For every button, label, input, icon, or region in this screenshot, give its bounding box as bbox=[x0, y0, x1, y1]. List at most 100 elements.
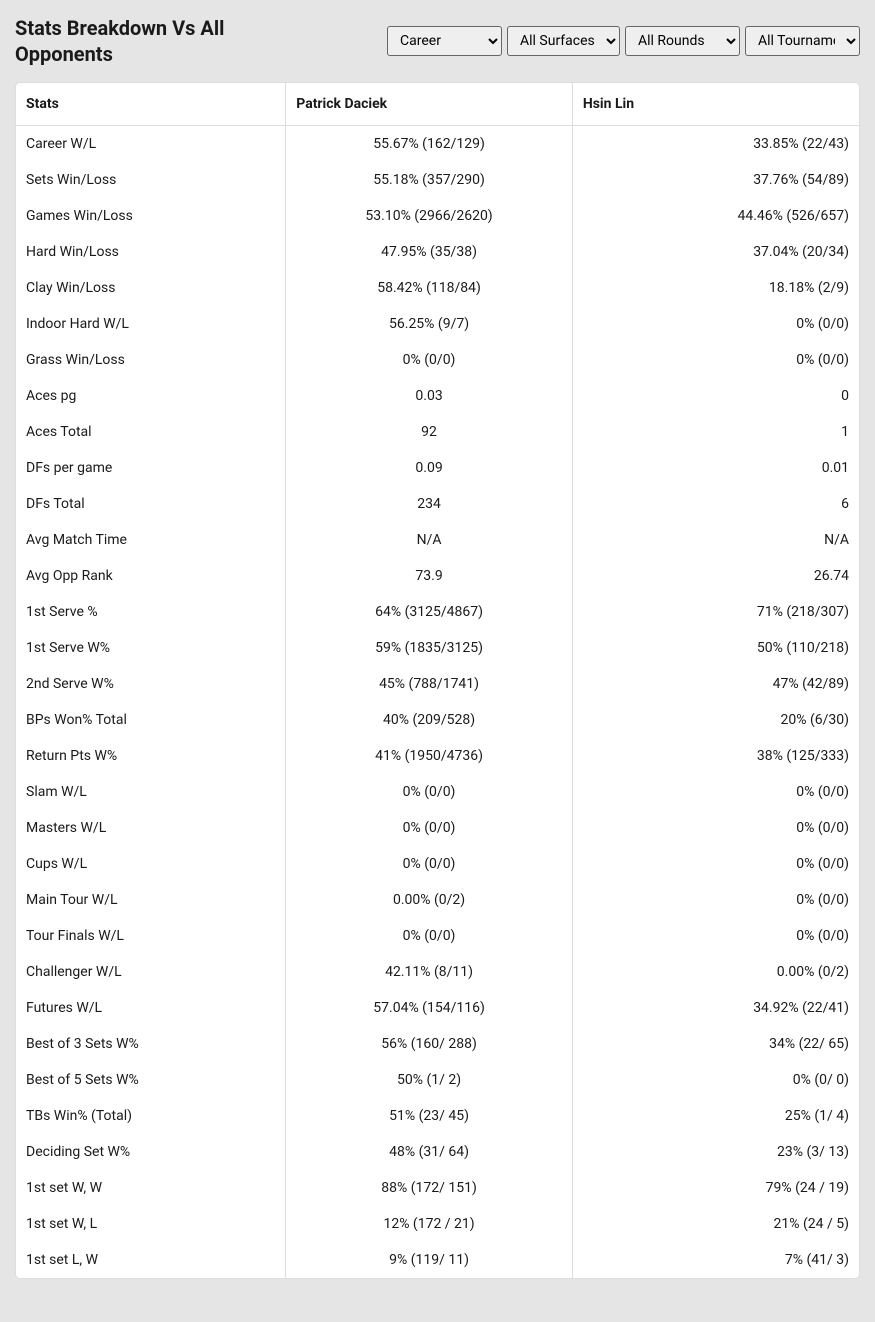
table-row: Cups W/L0% (0/0)0% (0/0) bbox=[16, 846, 859, 882]
stat-player1-cell: 0% (0/0) bbox=[286, 774, 573, 810]
stat-player1-cell: 64% (3125/4867) bbox=[286, 594, 573, 630]
stat-name-cell: Masters W/L bbox=[16, 810, 286, 846]
stat-player1-cell: 47.95% (35/38) bbox=[286, 234, 573, 270]
stat-name-cell: Cups W/L bbox=[16, 846, 286, 882]
table-row: 1st set W, W88% (172/ 151)79% (24 / 19) bbox=[16, 1170, 859, 1206]
stat-player1-cell: 53.10% (2966/2620) bbox=[286, 198, 573, 234]
stat-player2-cell: 1 bbox=[572, 414, 859, 450]
stat-player1-cell: 40% (209/528) bbox=[286, 702, 573, 738]
stat-player1-cell: 55.67% (162/129) bbox=[286, 126, 573, 163]
stat-name-cell: Main Tour W/L bbox=[16, 882, 286, 918]
table-row: Deciding Set W%48% (31/ 64)23% (3/ 13) bbox=[16, 1134, 859, 1170]
stat-player1-cell: 92 bbox=[286, 414, 573, 450]
table-row: Return Pts W%41% (1950/4736)38% (125/333… bbox=[16, 738, 859, 774]
stat-player2-cell: 20% (6/30) bbox=[572, 702, 859, 738]
stat-player2-cell: 6 bbox=[572, 486, 859, 522]
column-header-player2: Hsin Lin bbox=[572, 83, 859, 126]
table-row: Indoor Hard W/L56.25% (9/7)0% (0/0) bbox=[16, 306, 859, 342]
stat-name-cell: Aces Total bbox=[16, 414, 286, 450]
stat-name-cell: Return Pts W% bbox=[16, 738, 286, 774]
table-row: Tour Finals W/L0% (0/0)0% (0/0) bbox=[16, 918, 859, 954]
table-header-row: Stats Patrick Daciek Hsin Lin bbox=[16, 83, 859, 126]
stat-player1-cell: 0% (0/0) bbox=[286, 810, 573, 846]
page-header: Stats Breakdown Vs All Opponents Career … bbox=[0, 0, 875, 82]
stat-player1-cell: 12% (172 / 21) bbox=[286, 1206, 573, 1242]
stat-player2-cell: 0% (0/0) bbox=[572, 342, 859, 378]
table-row: Challenger W/L42.11% (8/11)0.00% (0/2) bbox=[16, 954, 859, 990]
stat-player2-cell: 50% (110/218) bbox=[572, 630, 859, 666]
table-row: Sets Win/Loss55.18% (357/290)37.76% (54/… bbox=[16, 162, 859, 198]
table-row: Best of 5 Sets W%50% (1/ 2)0% (0/ 0) bbox=[16, 1062, 859, 1098]
stat-player2-cell: 0% (0/0) bbox=[572, 306, 859, 342]
stat-player2-cell: 44.46% (526/657) bbox=[572, 198, 859, 234]
stat-name-cell: Grass Win/Loss bbox=[16, 342, 286, 378]
stat-player1-cell: 9% (119/ 11) bbox=[286, 1242, 573, 1278]
stat-player2-cell: 0% (0/0) bbox=[572, 810, 859, 846]
stat-player1-cell: 50% (1/ 2) bbox=[286, 1062, 573, 1098]
stat-player2-cell: 18.18% (2/9) bbox=[572, 270, 859, 306]
stat-player2-cell: 47% (42/89) bbox=[572, 666, 859, 702]
stats-table-container: Stats Patrick Daciek Hsin Lin Career W/L… bbox=[15, 82, 860, 1279]
stat-player1-cell: 0% (0/0) bbox=[286, 342, 573, 378]
stat-name-cell: Indoor Hard W/L bbox=[16, 306, 286, 342]
stat-player2-cell: 23% (3/ 13) bbox=[572, 1134, 859, 1170]
stat-name-cell: Aces pg bbox=[16, 378, 286, 414]
table-row: Masters W/L0% (0/0)0% (0/0) bbox=[16, 810, 859, 846]
stat-player1-cell: 0% (0/0) bbox=[286, 918, 573, 954]
stat-name-cell: 1st set W, W bbox=[16, 1170, 286, 1206]
stat-player2-cell: 33.85% (22/43) bbox=[572, 126, 859, 163]
page-title: Stats Breakdown Vs All Opponents bbox=[15, 15, 315, 67]
stat-name-cell: TBs Win% (Total) bbox=[16, 1098, 286, 1134]
stat-name-cell: Career W/L bbox=[16, 126, 286, 163]
stat-player2-cell: 0.01 bbox=[572, 450, 859, 486]
stat-name-cell: Slam W/L bbox=[16, 774, 286, 810]
stat-player2-cell: 0% (0/0) bbox=[572, 846, 859, 882]
stat-player2-cell: 34.92% (22/41) bbox=[572, 990, 859, 1026]
stats-table: Stats Patrick Daciek Hsin Lin Career W/L… bbox=[16, 83, 859, 1278]
filter-surface[interactable]: All Surfaces bbox=[507, 26, 620, 56]
stat-name-cell: 1st Serve % bbox=[16, 594, 286, 630]
stat-player2-cell: 25% (1/ 4) bbox=[572, 1098, 859, 1134]
stat-name-cell: Best of 3 Sets W% bbox=[16, 1026, 286, 1062]
stats-table-body: Career W/L55.67% (162/129)33.85% (22/43)… bbox=[16, 126, 859, 1279]
stat-player2-cell: 26.74 bbox=[572, 558, 859, 594]
stat-player2-cell: 7% (41/ 3) bbox=[572, 1242, 859, 1278]
stat-name-cell: Futures W/L bbox=[16, 990, 286, 1026]
stat-player2-cell: 0% (0/0) bbox=[572, 882, 859, 918]
filter-timeframe[interactable]: Career bbox=[387, 26, 502, 56]
stat-player1-cell: 234 bbox=[286, 486, 573, 522]
table-row: 1st Serve %64% (3125/4867)71% (218/307) bbox=[16, 594, 859, 630]
table-row: Aces pg0.030 bbox=[16, 378, 859, 414]
stat-name-cell: 1st Serve W% bbox=[16, 630, 286, 666]
stat-name-cell: Challenger W/L bbox=[16, 954, 286, 990]
stat-name-cell: Games Win/Loss bbox=[16, 198, 286, 234]
stat-player1-cell: N/A bbox=[286, 522, 573, 558]
filter-round[interactable]: All Rounds bbox=[625, 26, 740, 56]
table-row: DFs Total2346 bbox=[16, 486, 859, 522]
stat-player2-cell: 0% (0/0) bbox=[572, 774, 859, 810]
stat-name-cell: 1st set W, L bbox=[16, 1206, 286, 1242]
stat-player1-cell: 56% (160/ 288) bbox=[286, 1026, 573, 1062]
stat-name-cell: Sets Win/Loss bbox=[16, 162, 286, 198]
stat-player1-cell: 73.9 bbox=[286, 558, 573, 594]
column-header-stats: Stats bbox=[16, 83, 286, 126]
stat-player1-cell: 51% (23/ 45) bbox=[286, 1098, 573, 1134]
filter-tournament[interactable]: All Tournaments bbox=[745, 26, 860, 56]
stat-player2-cell: 37.76% (54/89) bbox=[572, 162, 859, 198]
stat-player2-cell: N/A bbox=[572, 522, 859, 558]
stat-player1-cell: 58.42% (118/84) bbox=[286, 270, 573, 306]
stat-player2-cell: 37.04% (20/34) bbox=[572, 234, 859, 270]
table-row: DFs per game0.090.01 bbox=[16, 450, 859, 486]
stat-player2-cell: 0% (0/ 0) bbox=[572, 1062, 859, 1098]
stat-player2-cell: 0% (0/0) bbox=[572, 918, 859, 954]
table-row: Slam W/L0% (0/0)0% (0/0) bbox=[16, 774, 859, 810]
stat-name-cell: Deciding Set W% bbox=[16, 1134, 286, 1170]
table-row: 1st set L, W9% (119/ 11)7% (41/ 3) bbox=[16, 1242, 859, 1278]
stat-name-cell: Tour Finals W/L bbox=[16, 918, 286, 954]
table-row: Avg Match TimeN/AN/A bbox=[16, 522, 859, 558]
table-row: BPs Won% Total40% (209/528)20% (6/30) bbox=[16, 702, 859, 738]
table-row: Best of 3 Sets W%56% (160/ 288)34% (22/ … bbox=[16, 1026, 859, 1062]
stat-player1-cell: 59% (1835/3125) bbox=[286, 630, 573, 666]
stat-player1-cell: 57.04% (154/116) bbox=[286, 990, 573, 1026]
table-row: Grass Win/Loss0% (0/0)0% (0/0) bbox=[16, 342, 859, 378]
